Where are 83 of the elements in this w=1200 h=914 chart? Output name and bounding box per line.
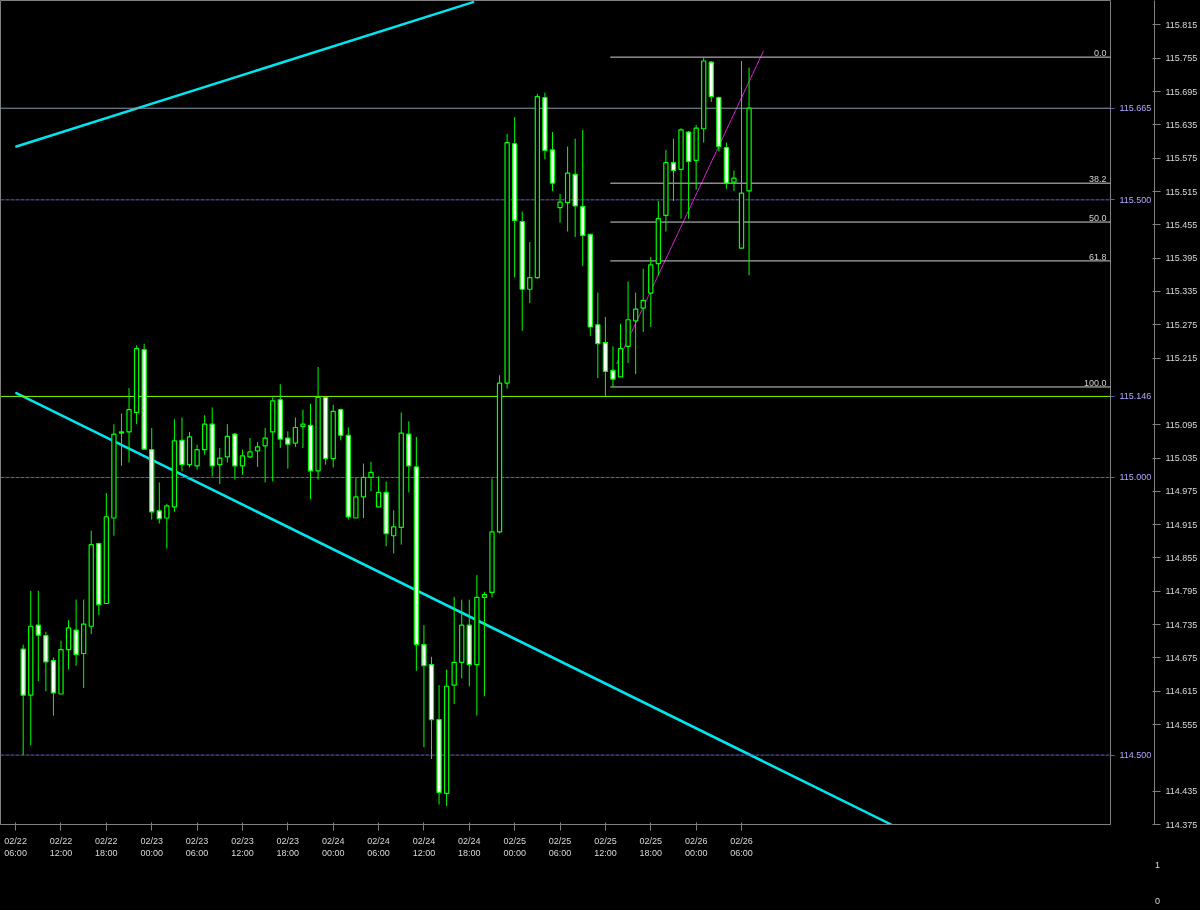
candlestick — [126, 387, 132, 463]
x-tick-label: 02/25 12:00 — [594, 835, 617, 858]
x-tick-label: 02/24 06:00 — [367, 835, 390, 858]
y-tick-label: 114.375 — [1165, 819, 1198, 830]
candlestick — [632, 292, 639, 375]
candlestick — [239, 449, 246, 476]
y-tick-label: 115.035 — [1165, 453, 1198, 464]
ref-line-label: 114.500 — [1119, 750, 1152, 761]
candlestick — [300, 409, 306, 449]
ref-line-label: 115.000 — [1119, 472, 1152, 483]
candlestick — [640, 268, 646, 333]
x-tick-label: 02/23 18:00 — [276, 835, 300, 858]
x-tick-label: 02/24 00:00 — [321, 835, 345, 858]
y-tick-label: 115.635 — [1165, 119, 1198, 130]
y-tick-label: 114.555 — [1165, 719, 1198, 730]
ref-line-label: 115.665 — [1119, 103, 1152, 114]
series-label: 38.2 — [1088, 174, 1107, 185]
series-label: 61.8 — [1088, 251, 1107, 262]
y-tick-label: 114.855 — [1165, 552, 1198, 563]
ref-line-label: 115.500 — [1119, 194, 1152, 205]
candlestick — [610, 345, 616, 388]
x-tick-label: 02/26 06:00 — [730, 835, 753, 858]
candlestick — [35, 590, 41, 682]
y-tick-label: 115.095 — [1165, 419, 1198, 430]
y-tick-label: 115.215 — [1165, 353, 1198, 364]
y-tick-label: 114.675 — [1165, 652, 1198, 663]
candlestick — [670, 138, 677, 202]
y-tick-label: 115.755 — [1165, 53, 1198, 64]
candlestick — [731, 169, 737, 192]
y-tick-label: 114.615 — [1165, 686, 1198, 697]
candlestick — [368, 461, 374, 492]
text: 1 — [1154, 860, 1160, 870]
y-tick-label: 115.515 — [1165, 186, 1198, 197]
candlestick — [224, 423, 231, 463]
x-tick-label: 02/26 00:00 — [684, 835, 708, 858]
text: 0 — [1154, 896, 1160, 906]
candlestick — [375, 475, 382, 508]
candlestick — [156, 481, 162, 525]
candlestick — [353, 476, 359, 519]
candlestick — [285, 430, 291, 470]
candlestick — [391, 509, 397, 555]
candlestick — [557, 193, 563, 224]
ref-line-label: 115.146 — [1119, 391, 1152, 402]
candlestick — [194, 444, 200, 471]
y-tick-label: 115.455 — [1165, 219, 1198, 230]
y-tick-label: 114.735 — [1165, 619, 1198, 630]
x-tick-label: 02/25 18:00 — [639, 835, 663, 858]
x-tick-label: 02/23 12:00 — [231, 835, 254, 858]
y-tick-label: 115.695 — [1165, 86, 1198, 97]
y-tick-label: 115.275 — [1165, 319, 1198, 330]
x-tick-label: 02/25 00:00 — [503, 835, 526, 858]
candlestick — [360, 463, 367, 519]
x-tick-label: 02/22 06:00 — [4, 835, 27, 858]
candlestick — [217, 447, 223, 485]
y-tick-label: 115.335 — [1165, 286, 1198, 297]
x-tick-label: 02/25 06:00 — [548, 835, 572, 858]
x-tick-label: 02/22 12:00 — [49, 835, 73, 858]
candlestick — [527, 241, 533, 304]
y-tick-label: 114.795 — [1165, 586, 1198, 597]
candlestick — [421, 624, 427, 748]
series-label: 0.0 — [1093, 48, 1107, 59]
series-label: 50.0 — [1088, 213, 1107, 224]
candlestick — [451, 596, 457, 705]
candlestick — [595, 292, 601, 379]
y-tick-label: 115.575 — [1165, 153, 1198, 164]
y-tick-label: 114.915 — [1165, 519, 1198, 530]
x-tick-label: 02/24 12:00 — [412, 835, 436, 858]
x-tick-label: 02/24 18:00 — [458, 835, 481, 858]
y-tick-label: 114.975 — [1165, 486, 1198, 497]
y-tick-label: 114.435 — [1165, 786, 1198, 797]
y-tick-label: 115.395 — [1165, 253, 1198, 264]
x-tick-label: 02/23 00:00 — [140, 835, 163, 858]
candlestick — [254, 441, 261, 468]
candlestick — [118, 413, 125, 467]
y-tick-label: 115.815 — [1165, 19, 1198, 30]
candlestick — [65, 619, 72, 671]
candlestick — [481, 591, 488, 697]
x-tick-label: 02/23 06:00 — [185, 835, 209, 858]
series-label: 100.0 — [1083, 377, 1107, 388]
candlestick — [262, 427, 268, 483]
candlestick — [164, 503, 170, 550]
x-tick-label: 02/22 18:00 — [95, 835, 118, 858]
candlestick — [292, 417, 299, 448]
